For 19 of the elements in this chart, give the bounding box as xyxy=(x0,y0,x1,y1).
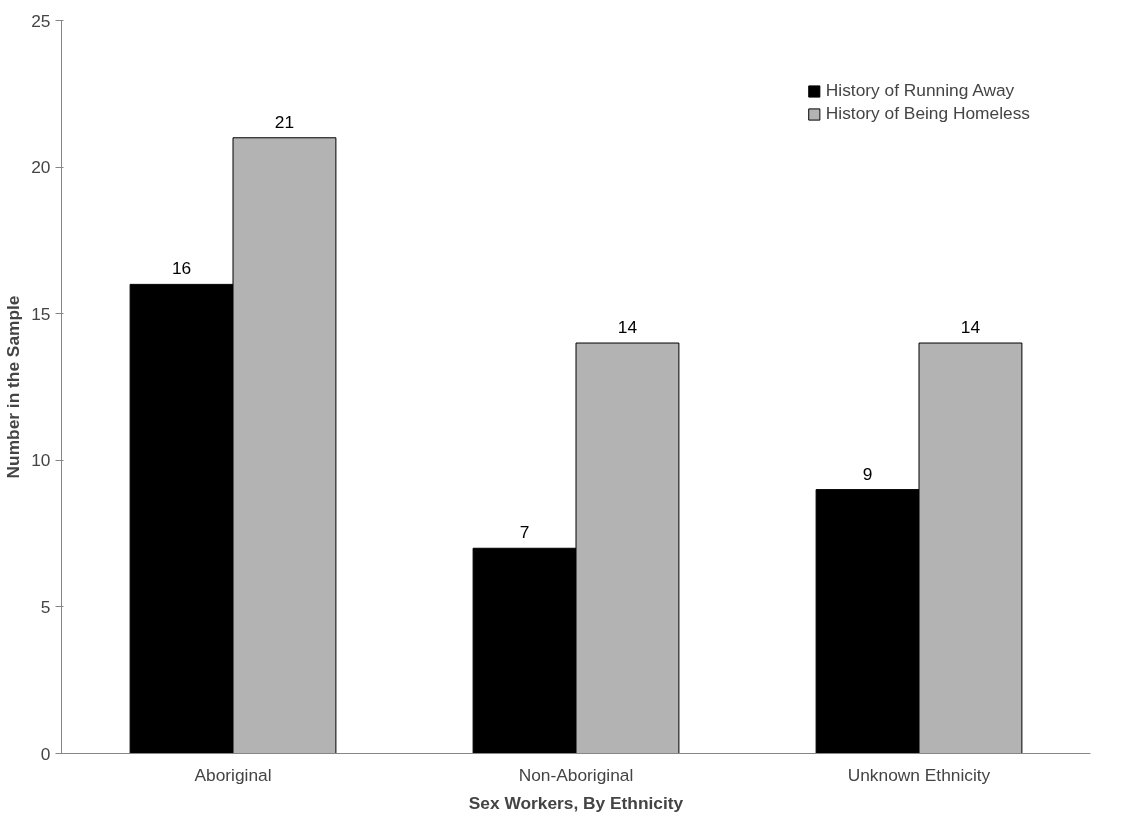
data-label: 21 xyxy=(274,111,295,132)
legend-label: History of Being Homeless xyxy=(825,103,1030,124)
y-axis-title: Number in the Sample xyxy=(3,295,24,479)
x-tick-label: Unknown Ethnicity xyxy=(847,764,991,785)
x-tick-label: Non-Aboriginal xyxy=(518,764,634,785)
data-label: 14 xyxy=(960,317,981,338)
x-axis-title: Sex Workers, By Ethnicity xyxy=(468,792,684,813)
data-label: 14 xyxy=(617,317,638,338)
y-tick-label: 10 xyxy=(31,450,51,471)
y-tick-label: 20 xyxy=(31,157,51,178)
y-tick-label: 25 xyxy=(31,10,51,31)
data-label: 7 xyxy=(519,522,530,543)
y-tick-label: 15 xyxy=(31,303,51,324)
x-tick-label: Aboriginal xyxy=(194,764,272,785)
legend-label: History of Running Away xyxy=(825,80,1015,101)
y-tick-label: 0 xyxy=(40,743,51,764)
y-tick-label: 5 xyxy=(40,596,51,617)
data-label: 16 xyxy=(171,258,192,279)
data-label: 9 xyxy=(862,463,873,484)
